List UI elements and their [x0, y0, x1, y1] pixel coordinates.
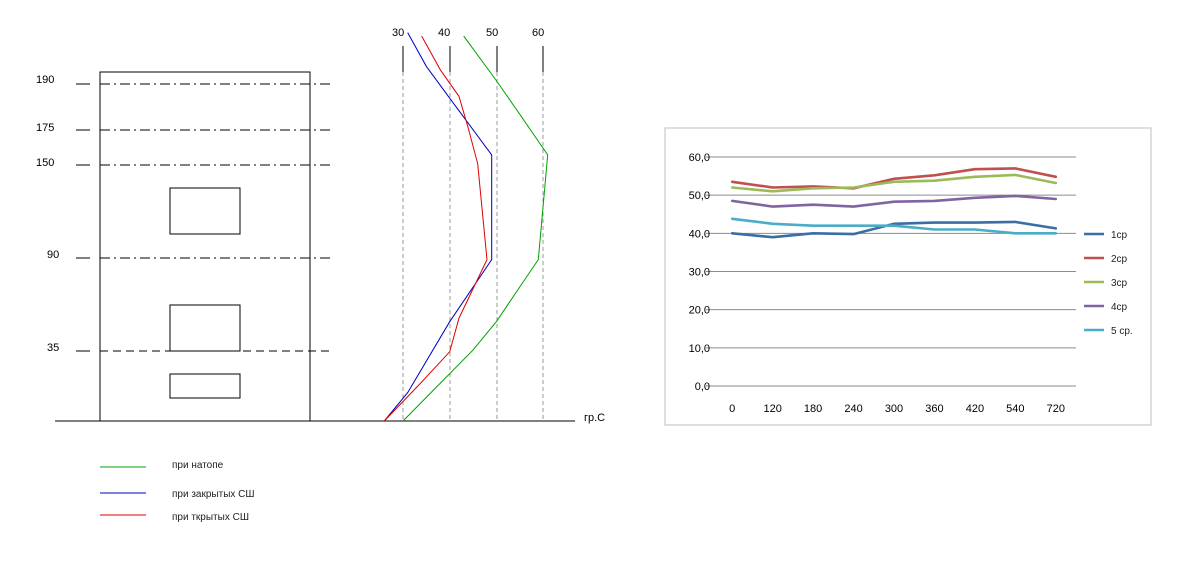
chart-x-tick-labels: 0 120 180 240 300 360 420 540 720	[729, 403, 1065, 415]
chart-legend-label-2: 3ср	[1111, 278, 1128, 289]
chart-frame	[664, 127, 1152, 426]
chart-y-tick-label-3: 30,0	[689, 267, 710, 279]
chart-y-tick-label-1: 10,0	[689, 343, 710, 355]
chart-y-tick-label-0: 0,0	[695, 381, 710, 393]
legend-label-open: при ткрытых СШ	[172, 512, 249, 523]
chart-series	[730, 167, 1058, 239]
profile-chart: 190 175 150 90 35 30 40 50 60 гр.С	[36, 27, 605, 523]
line-chart: 0,0 10,0 20,0 30,0 40,0 50,0 60,0 0 120 180 240 30…	[664, 127, 1152, 426]
chart-x-tick-label-5: 360	[925, 403, 943, 415]
window-upper	[169, 187, 241, 235]
temp-label-60: 60	[532, 27, 544, 39]
chart-y-tick-labels: 0,0 10,0 20,0 30,0 40,0 50,0 60,0	[689, 152, 710, 393]
level-label-35: 35	[47, 342, 59, 354]
temp-label-30: 30	[392, 27, 404, 39]
chart-x-tick-label-0: 0	[729, 403, 735, 415]
chart-y-tick-label-6: 60,0	[689, 152, 710, 164]
chart-series-line-4	[730, 217, 1058, 235]
chart-x-tick-label-7: 540	[1006, 403, 1024, 415]
chart-y-tick-label-2: 20,0	[689, 305, 710, 317]
temperature-gridlines	[402, 46, 544, 421]
level-label-175: 175	[36, 122, 54, 134]
legend-label-natope: при натопе	[172, 460, 224, 471]
chart-y-tick-label-4: 40,0	[689, 228, 710, 240]
legend-label-closed: при закрытых СШ	[172, 489, 255, 500]
profile-series-line-0	[402, 35, 549, 422]
chart-legend-label-3: 4ср	[1111, 302, 1128, 313]
window-lower	[169, 373, 241, 399]
chart-y-tick-label-5: 50,0	[689, 190, 710, 202]
level-label-90: 90	[47, 249, 59, 261]
profile-legend: при натопе при закрытых СШ при ткрытых С…	[100, 460, 255, 523]
temp-label-50: 50	[486, 27, 498, 39]
chart-x-tick-label-6: 420	[966, 403, 984, 415]
chart-x-tick-label-3: 240	[844, 403, 862, 415]
chart-x-tick-label-1: 120	[763, 403, 781, 415]
temp-label-40: 40	[438, 27, 450, 39]
profile-series	[383, 32, 549, 422]
chart-legend-label-1: 2ср	[1111, 254, 1128, 265]
chart-series-line-2	[730, 173, 1058, 193]
temperature-tick-labels: 30 40 50 60	[392, 27, 544, 39]
chart-legend-label-0: 1ср	[1111, 230, 1128, 241]
chart-gridlines	[706, 156, 1076, 387]
chart-series-line-0	[730, 220, 1058, 239]
chart-x-tick-label-8: 720	[1047, 403, 1065, 415]
building-outline	[99, 71, 311, 422]
profile-series-line-2	[383, 35, 488, 422]
chart-legend-label-4: 5 ср.	[1111, 326, 1133, 337]
chart-x-tick-label-2: 180	[804, 403, 822, 415]
level-labels: 190 175 150 90 35	[36, 74, 59, 354]
x-axis-unit-label: гр.С	[584, 412, 605, 424]
level-lines	[76, 83, 334, 352]
chart-series-line-1	[730, 167, 1058, 190]
chart-x-tick-label-4: 300	[885, 403, 903, 415]
level-label-150: 150	[36, 157, 54, 169]
profile-series-line-1	[383, 32, 493, 422]
level-label-190: 190	[36, 74, 54, 86]
window-middle	[169, 304, 241, 352]
chart-legend: 1ср 2ср 3ср 4ср 5 ср.	[1084, 230, 1133, 337]
chart-series-line-3	[730, 194, 1058, 208]
